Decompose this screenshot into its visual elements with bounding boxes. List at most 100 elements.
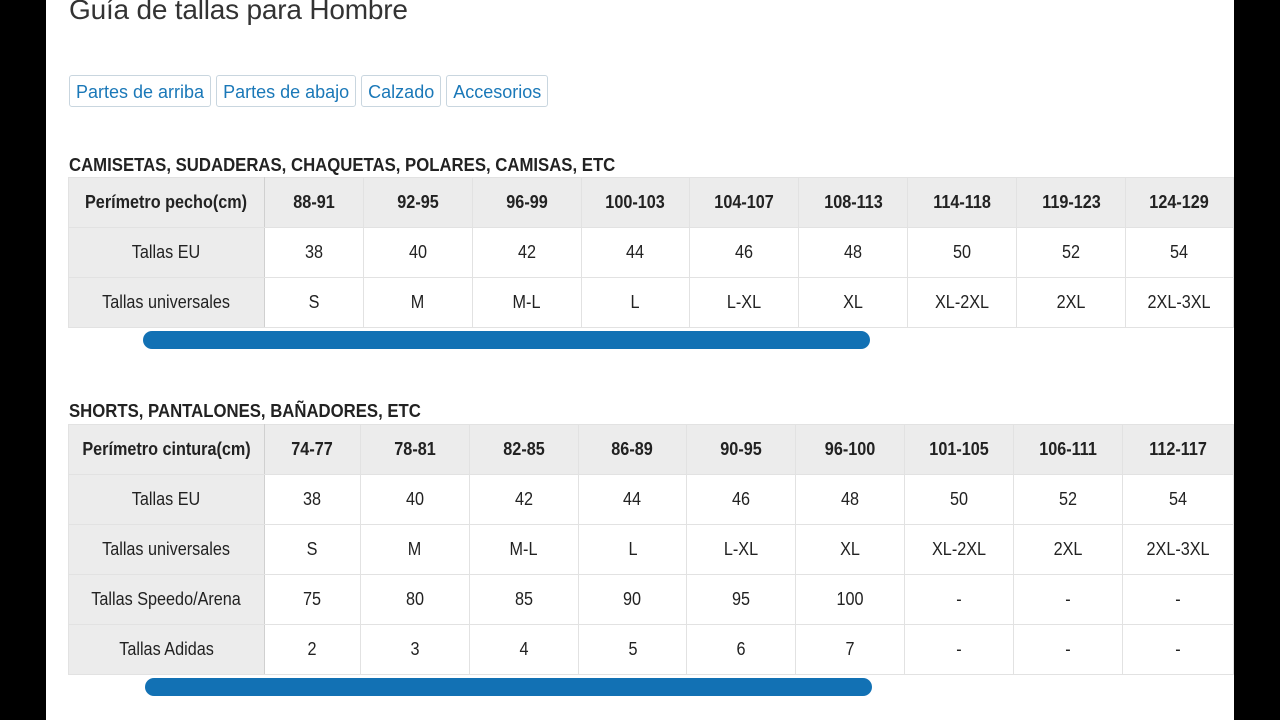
cell-text: 78-81 (394, 439, 436, 459)
table-cell: 5 (578, 624, 688, 675)
cell-text: 6 (736, 639, 746, 659)
column-header-cell: 92-95 (363, 177, 473, 228)
cell-text: 40 (408, 242, 427, 262)
cell-text: 114-118 (933, 192, 991, 212)
table-cell: 52 (1013, 474, 1123, 525)
table-cell: 50 (904, 474, 1015, 525)
table-cell: 40 (363, 227, 473, 278)
cell-text: 108-113 (823, 192, 883, 212)
cell-text: 44 (623, 489, 642, 509)
cell-text: 48 (844, 242, 863, 262)
cell-text: 50 (950, 489, 969, 509)
table-row: Tallas universales S M M-L L L-XL XL XL-2XL 2XL 2… (68, 277, 1234, 328)
cell-text: XL-2XL (935, 292, 990, 312)
cell-text: L (628, 539, 638, 559)
cell-text: 104-107 (714, 192, 775, 212)
cell-text: 74-77 (291, 439, 334, 459)
cell-text: 95 (732, 589, 751, 609)
cell-text: 7 (845, 639, 855, 659)
table-header-row: Perímetro pecho(cm) 88-91 92-95 96-99 100-10… (68, 177, 1234, 228)
table-cell: 50 (907, 227, 1018, 278)
cell-text: L-XL (724, 539, 759, 559)
cell-text: Perímetro cintura(cm) (82, 439, 251, 459)
cell-text: Tallas Speedo/Arena (91, 589, 242, 609)
cell-text: 2XL-3XL (1146, 539, 1210, 559)
table-cell: 44 (578, 474, 688, 525)
column-header-cell: 114-118 (907, 177, 1018, 228)
table-cell: S (264, 524, 361, 575)
tab-tops[interactable]: Partes de arriba (69, 75, 212, 107)
table-row: Tallas Speedo/Arena 75 80 85 90 95 100 - - - (68, 574, 1234, 625)
page-title: Guía de tallas para Hombre (69, 0, 408, 25)
cell-text: XL (840, 539, 861, 559)
cell-text: - (956, 589, 962, 609)
cell-text: XL (843, 292, 864, 312)
table-cell: 46 (689, 227, 800, 278)
cell-text: 2XL (1053, 539, 1083, 559)
table-cell: S (264, 277, 364, 328)
cell-text: 42 (517, 242, 536, 262)
cell-text: Perímetro pecho(cm) (85, 192, 248, 212)
cell-text: 96-100 (825, 439, 876, 459)
cell-text: - (956, 639, 962, 659)
cell-text: Tallas Adidas (119, 639, 214, 659)
column-header-cell: 112-117 (1122, 424, 1234, 475)
cell-text: Tallas universales (102, 539, 231, 559)
cell-text: 3 (410, 639, 420, 659)
table-cell: 90 (578, 574, 688, 625)
row-header-cell: Tallas EU (68, 474, 265, 525)
tab-accessories[interactable]: Accesorios (446, 75, 549, 107)
column-header-cell: 108-113 (798, 177, 909, 228)
table-cell: 4 (469, 624, 579, 675)
cell-text: 48 (841, 489, 860, 509)
cell-text: L-XL (727, 292, 762, 312)
cell-text: - (1065, 639, 1071, 659)
cell-text: Tallas EU (132, 489, 201, 509)
tab-footwear[interactable]: Calzado (361, 75, 442, 107)
cell-text: M (408, 539, 422, 559)
table-cell: 46 (686, 474, 797, 525)
table-cell: L-XL (689, 277, 800, 328)
cell-text: Tallas EU (132, 242, 201, 262)
table-cell: M (363, 277, 473, 328)
cell-text: 92-95 (397, 192, 439, 212)
cell-text: 52 (1062, 242, 1081, 262)
tab-bottoms[interactable]: Partes de abajo (216, 75, 357, 107)
table-cell: M-L (472, 277, 582, 328)
cell-text: 2XL-3XL (1147, 292, 1212, 312)
tops-horizontal-scrollbar[interactable] (143, 331, 870, 349)
table-header-row: Perímetro cintura(cm) 74-77 78-81 82-85 86-8… (68, 424, 1234, 475)
cell-text: 85 (514, 589, 533, 609)
row-header-cell: Tallas universales (68, 277, 265, 328)
column-header-cell: 106-111 (1013, 424, 1123, 475)
cell-text: 5 (628, 639, 638, 659)
table-row: Tallas EU 38 40 42 44 46 48 50 52 54 (68, 227, 1234, 278)
cell-text: 2XL (1056, 292, 1086, 312)
column-header-cell: 74-77 (264, 424, 361, 475)
row-header-cell: Tallas EU (68, 227, 265, 278)
table-cell: 85 (469, 574, 579, 625)
cell-text: XL-2XL (932, 539, 987, 559)
cell-text: 96-99 (505, 192, 548, 212)
page-content: Guía de tallas para Hombre Partes de arr… (46, 0, 1234, 720)
cell-text: 52 (1059, 489, 1078, 509)
cell-text: S (307, 539, 318, 559)
table-cell: - (904, 624, 1015, 675)
table-cell: 6 (686, 624, 797, 675)
table-cell: - (1122, 574, 1234, 625)
table-cell: 48 (798, 227, 909, 278)
table-cell: 2XL (1016, 277, 1126, 328)
cell-text: 38 (304, 242, 323, 262)
cell-text: 86-89 (611, 439, 654, 459)
column-header-cell: 101-105 (904, 424, 1015, 475)
table-cell: L (578, 524, 688, 575)
table-cell: 7 (795, 624, 906, 675)
bottoms-horizontal-scrollbar[interactable] (145, 678, 872, 696)
table-cell: M-L (469, 524, 579, 575)
cell-text: 2 (307, 639, 317, 659)
cell-text: 90-95 (720, 439, 763, 459)
cell-text: 42 (514, 489, 533, 509)
column-header-cell: 119-123 (1016, 177, 1126, 228)
cell-text: 119-123 (1041, 192, 1101, 212)
table-cell: - (904, 574, 1015, 625)
